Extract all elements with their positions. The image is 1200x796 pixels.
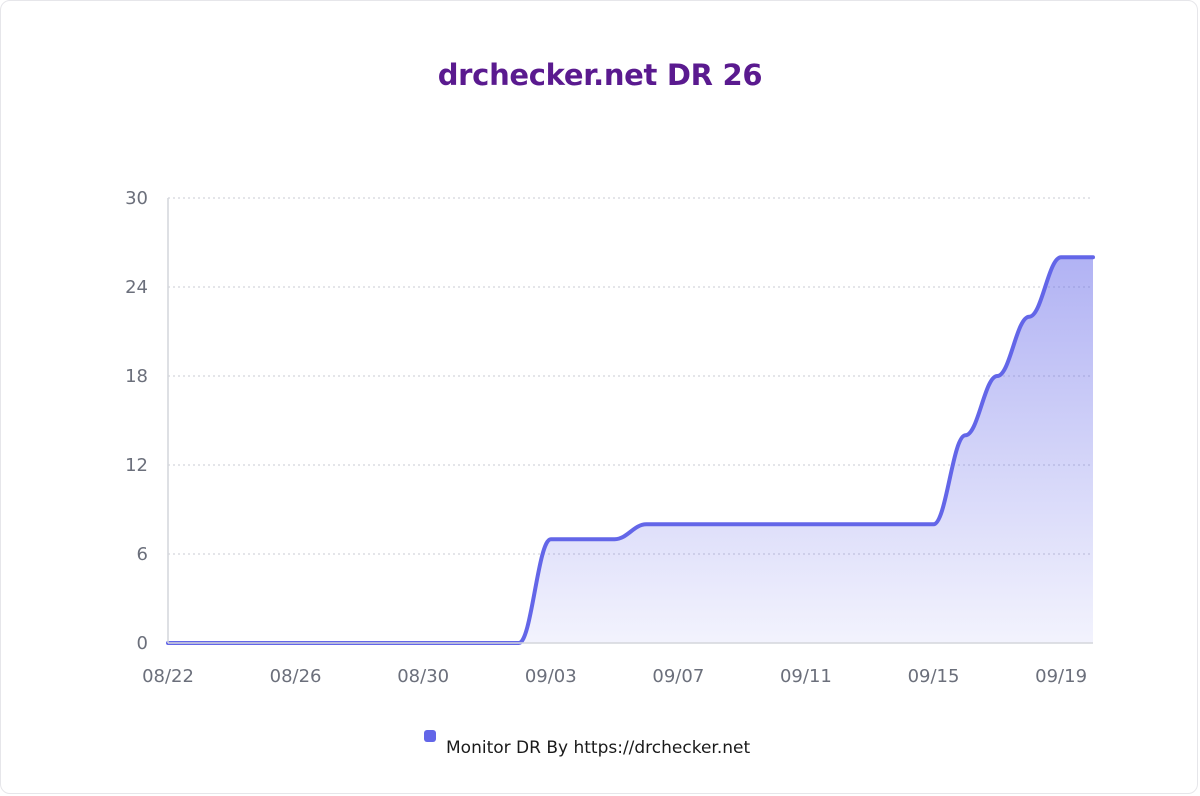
legend-swatch <box>424 730 436 742</box>
x-tick-label: 09/11 <box>780 666 832 687</box>
y-tick-label: 0 <box>137 633 148 654</box>
y-tick-label: 30 <box>125 188 148 209</box>
x-tick-label: 09/07 <box>652 666 704 687</box>
series-area <box>168 257 1093 643</box>
x-tick-label: 09/03 <box>525 666 577 687</box>
y-tick-label: 18 <box>125 366 148 387</box>
y-tick-label: 6 <box>137 544 148 565</box>
x-tick-label: 08/30 <box>397 666 449 687</box>
y-tick-label: 12 <box>125 455 148 476</box>
chart-title: drchecker.net DR 26 <box>437 58 763 92</box>
x-tick-label: 08/22 <box>142 666 194 687</box>
y-tick-label: 24 <box>125 277 148 298</box>
x-tick-label: 09/19 <box>1035 666 1087 687</box>
x-tick-label: 09/15 <box>908 666 960 687</box>
legend-label: Monitor DR By https://drchecker.net <box>446 738 751 758</box>
x-tick-label: 08/26 <box>270 666 322 687</box>
